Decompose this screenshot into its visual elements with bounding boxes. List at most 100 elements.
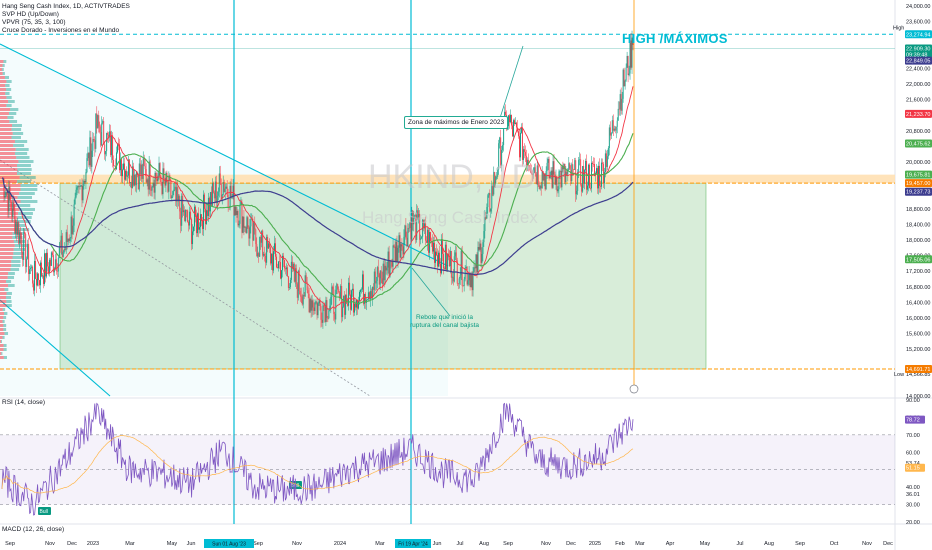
candle-body [218, 192, 219, 196]
candle-body [263, 254, 264, 256]
candle-body [38, 273, 39, 280]
candle-body [210, 192, 211, 211]
candle-body [509, 115, 510, 122]
candle-body [554, 161, 555, 174]
volume-bar-up [3, 308, 5, 311]
volume-bar-down [0, 88, 6, 91]
candle-body [505, 112, 506, 115]
candle-body [13, 203, 14, 211]
volume-bar-up [6, 300, 11, 303]
candle-body [304, 295, 305, 296]
candle-body [551, 171, 552, 175]
candle-body [5, 196, 6, 197]
candle-body [227, 187, 228, 195]
candle-body [214, 193, 215, 199]
candle-body [319, 300, 320, 303]
volume-bar-down [0, 168, 17, 171]
volume-bar-down [0, 336, 3, 339]
volume-bar-down [0, 148, 16, 151]
candle-body [471, 273, 472, 287]
volume-bar-up [4, 356, 7, 359]
candle-body [558, 189, 559, 191]
candle-body [519, 136, 520, 157]
volume-bar-up [5, 288, 9, 291]
candle-body [596, 168, 597, 173]
candle-body [153, 183, 154, 187]
candle-body [215, 182, 216, 199]
candle-body [518, 131, 519, 136]
candle-body [268, 243, 269, 248]
price-tick-label: 17,200.00 [906, 269, 930, 275]
candle-body [614, 129, 615, 131]
candle-body [622, 99, 623, 111]
candle-body [402, 246, 403, 254]
candle-body [561, 166, 562, 187]
candle-body [209, 198, 210, 211]
time-tick-label: Nov [862, 541, 872, 547]
candle-body [257, 253, 258, 256]
candle-body [623, 70, 624, 99]
time-tick-label: Aug [479, 541, 489, 547]
candle-body [515, 123, 516, 124]
candle-body [516, 123, 517, 128]
candle-body [298, 271, 299, 298]
candle-body [159, 163, 160, 176]
candle-body [208, 198, 209, 216]
candle-body [539, 185, 540, 189]
candle-body [240, 205, 241, 224]
candle-body [70, 238, 71, 241]
volume-bar-up [8, 284, 15, 287]
price-tick-label: 15,200.00 [906, 347, 930, 353]
candle-body [584, 170, 585, 184]
time-tick-label: Sep [253, 541, 263, 547]
candle-body [467, 267, 468, 285]
volume-bar-down [0, 120, 9, 123]
candle-body [17, 222, 18, 234]
volume-bar-up [3, 324, 6, 327]
candle-body [513, 120, 514, 136]
candle-body [398, 248, 399, 262]
candle-body [547, 163, 548, 171]
volume-bar-down [0, 260, 11, 263]
volume-bar-up [3, 336, 5, 339]
candle-body [211, 192, 212, 206]
candle-body [475, 267, 476, 268]
volume-bar-up [3, 320, 5, 323]
volume-bar-down [0, 296, 6, 299]
candle-body [219, 174, 220, 192]
candle-body [280, 262, 281, 279]
price-tick-label: 16,400.00 [906, 300, 930, 306]
watermark-symbol: HKIND, 1D [368, 158, 536, 197]
candle-body [220, 174, 221, 184]
candle-body [472, 273, 473, 290]
candle-body [397, 242, 398, 262]
price-axis: 24,000.0023,600.0023,274.9422,909.3022,8… [905, 4, 932, 400]
volume-bar-down [0, 352, 1, 355]
candle-body [525, 152, 526, 156]
candle-body [555, 175, 556, 185]
candle-body [10, 200, 11, 209]
candle-body [512, 125, 513, 136]
candle-body [420, 238, 421, 239]
volume-bar-down [0, 308, 3, 311]
volume-bar-down [0, 108, 10, 111]
candle-body [311, 299, 312, 311]
candle-body [130, 182, 131, 183]
time-tick-label: May [167, 541, 178, 547]
candle-body [386, 266, 387, 271]
candle-body [96, 113, 97, 128]
candle-body [123, 164, 124, 170]
candle-body [378, 267, 379, 274]
candle-body [305, 275, 306, 296]
volume-bar-down [0, 140, 15, 143]
candle-body [71, 217, 72, 239]
candle-body [308, 290, 309, 294]
candle-body [380, 271, 381, 285]
volume-bar-down [0, 220, 17, 223]
volume-bar-up [3, 60, 6, 63]
candle-body [389, 252, 390, 277]
candle-body [310, 299, 311, 312]
candle-body [237, 211, 238, 215]
candle-body [25, 234, 26, 267]
candle-body [464, 279, 465, 286]
